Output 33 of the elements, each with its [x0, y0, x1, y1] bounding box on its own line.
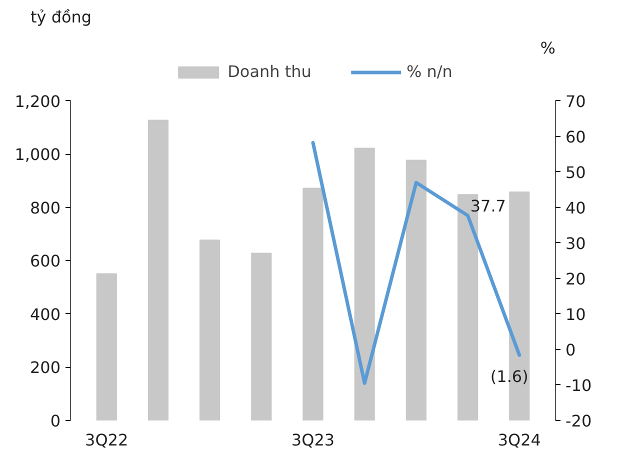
- y2-tick-label: 30: [566, 234, 586, 253]
- y-tick-label: 800: [30, 198, 61, 218]
- bar: [200, 240, 220, 420]
- data-label: 37.7: [470, 196, 506, 216]
- legend-label: Doanh thu: [228, 62, 312, 81]
- x-tick-label: 3Q23: [291, 430, 335, 450]
- y2-tick-label: 20: [566, 269, 586, 288]
- y2-tick-label: 50: [566, 162, 586, 182]
- bar: [148, 120, 169, 420]
- y-tick-label: 1,200: [14, 92, 61, 111]
- y-tick-label: 0: [50, 412, 61, 430]
- y-tick-label: 1,000: [14, 145, 61, 164]
- y-tick-label: 600: [30, 252, 61, 271]
- y-tick-label: 400: [30, 304, 61, 324]
- y2-tick-label: 60: [566, 127, 586, 146]
- y2-tick-label: 70: [566, 92, 586, 111]
- y2-tick-label: 0: [566, 340, 576, 360]
- y-tick-label: 200: [30, 358, 61, 378]
- y2-tick-label: -20: [566, 412, 592, 430]
- y2-tick-label: -10: [566, 376, 592, 395]
- legend-label: % n/n: [406, 62, 452, 81]
- bar: [302, 188, 324, 420]
- y-axis-title: tỷ đồng: [30, 8, 92, 26]
- y2-axis-title: %: [540, 38, 556, 58]
- bar: [354, 148, 375, 420]
- x-tick-label: 3Q24: [498, 430, 541, 450]
- bar: [96, 273, 117, 420]
- x-tick-label: 3Q22: [85, 430, 128, 450]
- bar: [251, 252, 272, 420]
- y2-tick-label: 40: [566, 198, 586, 218]
- y2-tick-label: 10: [566, 304, 586, 324]
- bar: [406, 160, 426, 420]
- data-label: (1.6): [490, 367, 528, 386]
